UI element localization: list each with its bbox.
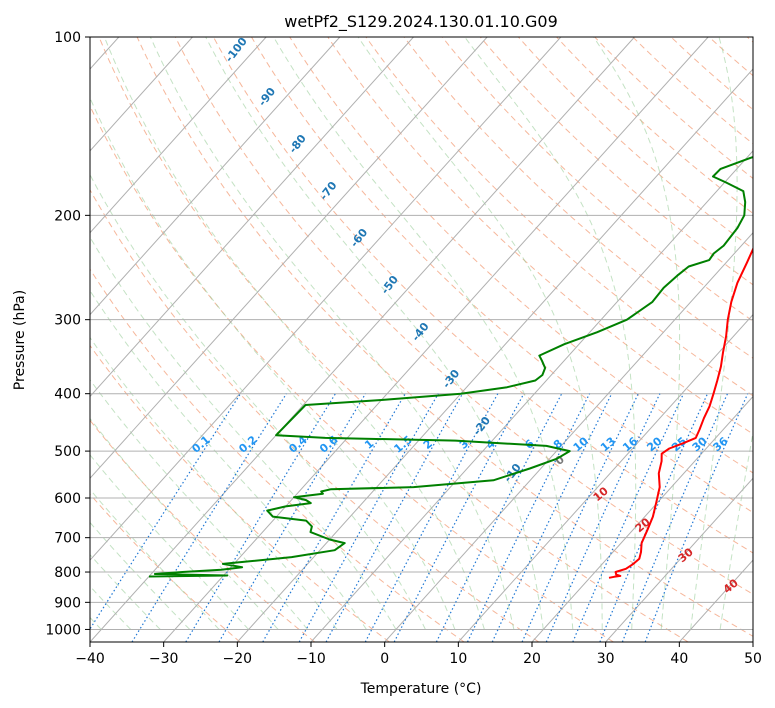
mixing-ratio-line: [521, 393, 639, 642]
dry-adiabat-line: [289, 37, 753, 474]
x-tick-label: 30: [597, 651, 615, 667]
mixing-ratio-line: [218, 393, 367, 642]
isotherm-line: [90, 37, 193, 152]
y-tick-label: 100: [54, 30, 81, 46]
moist-adiabat-line: [690, 37, 738, 630]
isotherm-line: [90, 37, 341, 316]
mixing-ratio-line: [90, 393, 242, 631]
isotherm-line: [605, 477, 753, 642]
mixing-ratio-line: [325, 393, 464, 642]
x-tick-label: −10: [296, 651, 326, 667]
dry-adiabat-line: [90, 188, 540, 642]
isotherm-line: [163, 37, 709, 642]
moist-adiabat-line: [273, 37, 574, 630]
dry-adiabat-line: [479, 37, 753, 286]
isotherm-line: [90, 37, 488, 480]
mixing-ratio-line: [185, 393, 336, 642]
x-tick-label: 0: [380, 651, 389, 667]
moist-adiabat-line: [90, 336, 338, 630]
isotherm-line: [384, 231, 753, 642]
x-tick-label: −40: [75, 651, 105, 667]
moist-adiabat-line: [719, 430, 753, 630]
mixing-ratio-line: [298, 393, 439, 642]
moist-adiabat-line: [90, 173, 426, 630]
mixing-ratio-line: [262, 393, 406, 642]
isotherm-line: [236, 68, 753, 642]
isotherm-line: [531, 395, 753, 642]
axis-ticks: −40 −30 −20 −10 0 10 20 30 40 50 100 200 300 400 500 60…: [45, 30, 762, 667]
y-tick-label: 400: [54, 387, 81, 403]
isotherm-line: [90, 37, 635, 642]
y-tick-label: 200: [54, 208, 81, 224]
dry-adiabat-line: [90, 419, 316, 642]
isotherm-line: [90, 37, 562, 561]
x-tick-label: 50: [744, 651, 762, 667]
y-tick-label: 700: [54, 531, 81, 547]
moist-adiabat-line: [357, 37, 603, 630]
moist-adiabat-line: [149, 37, 515, 630]
y-tick-label: 800: [54, 565, 81, 581]
y-tick-label: 600: [54, 491, 81, 507]
moist-adiabat-line: [90, 96, 456, 630]
x-tick-label: 10: [449, 651, 467, 667]
moist-adiabat-line: [103, 37, 485, 630]
dry-adiabat-line: [98, 37, 689, 642]
dry-adiabat-line: [441, 37, 753, 322]
x-axis-label: Temperature (°C): [360, 681, 482, 697]
profile-series: [148, 155, 753, 579]
mixing-ratio-line: [435, 393, 563, 642]
mixing-ratio-line: [644, 393, 749, 642]
dry-adiabat-line: [174, 37, 753, 595]
dry-adiabat-line: [365, 37, 753, 397]
mixing-ratio-line: [491, 393, 613, 642]
mixing-ratio-line: [545, 393, 661, 642]
isotherm-line: [90, 37, 267, 234]
dry-adiabat-line: [90, 104, 614, 642]
dewpoint-profile-line: [148, 155, 753, 578]
y-tick-label: 500: [54, 444, 81, 460]
moist-adiabat-line: [90, 289, 367, 630]
x-tick-label: 40: [670, 651, 688, 667]
moist-adiabat-line: [593, 37, 681, 630]
dry-adiabat-line: [632, 37, 753, 145]
temperature-profile-line: [608, 246, 753, 579]
y-axis-label: Pressure (hPa): [12, 290, 28, 390]
dry-adiabat-line: [251, 37, 753, 514]
moist-adiabat-line: [205, 37, 544, 630]
y-tick-label: 900: [54, 595, 81, 611]
isotherm-line: [457, 313, 753, 642]
x-tick-label: −20: [223, 651, 253, 667]
dry-adiabat-line: [136, 37, 753, 637]
plot-frame: [89, 36, 754, 643]
dry-adiabat-line: [327, 37, 753, 435]
x-tick-label: −30: [149, 651, 179, 667]
y-tick-label: 1000: [45, 622, 81, 638]
dry-adiabat-line: [212, 37, 753, 554]
mixing-ratio-line: [131, 393, 287, 642]
chart-title: wetPf2_S129.2024.130.01.10.G09: [284, 12, 558, 32]
moist-adiabat-line: [90, 378, 308, 630]
moist-adiabat-line: [464, 37, 637, 630]
isotherm-line: [90, 37, 414, 398]
x-tick-label: 20: [523, 651, 541, 667]
background-lines: [90, 37, 753, 642]
y-tick-label: 300: [54, 313, 81, 329]
moist-adiabat-line: [90, 236, 397, 630]
isotherm-line: [310, 150, 753, 642]
